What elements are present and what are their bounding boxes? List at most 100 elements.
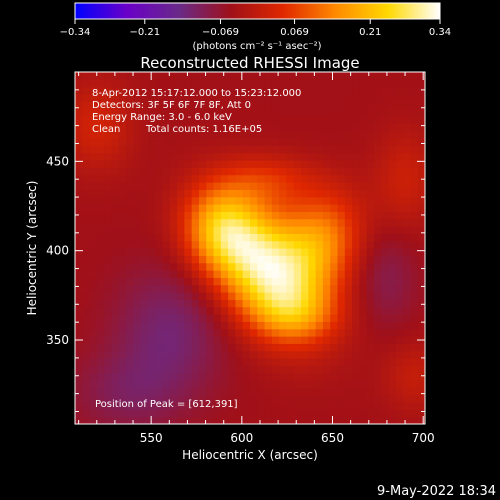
heatmap-cell: [206, 306, 215, 315]
heatmap-cell: [140, 416, 149, 424]
heatmap-cell: [308, 116, 317, 124]
heatmap-cell: [257, 145, 266, 154]
heatmap-cell: [330, 387, 339, 396]
heatmap-cell: [155, 116, 164, 124]
heatmap-cell: [293, 380, 302, 388]
heatmap-cell: [147, 387, 156, 396]
heatmap-cell: [286, 409, 295, 418]
heatmap-cell: [410, 108, 419, 117]
heatmap-cell: [279, 270, 288, 278]
info-line-total-counts: Total counts: 1.16E+05: [145, 124, 262, 135]
heatmap-cell: [177, 174, 185, 183]
heatmap-cell: [111, 372, 120, 381]
heatmap-cell: [352, 240, 360, 249]
heatmap-cell: [293, 86, 302, 95]
heatmap-cell: [104, 270, 113, 278]
heatmap-cell: [410, 152, 419, 161]
heatmap-cell: [359, 160, 368, 168]
heatmap-cell: [388, 321, 397, 330]
heatmap-cell: [75, 387, 83, 396]
heatmap-cell: [184, 416, 193, 424]
heatmap-cell: [330, 86, 339, 95]
heatmap-cell: [417, 218, 425, 227]
heatmap-cell: [228, 116, 237, 124]
heatmap-cell: [359, 365, 368, 374]
heatmap-cell: [308, 321, 317, 330]
heatmap-cell: [147, 416, 156, 424]
heatmap-cell: [417, 130, 425, 139]
heatmap-cell: [381, 372, 390, 381]
heatmap-cell: [271, 270, 280, 278]
heatmap-cell: [315, 108, 324, 117]
heatmap-cell: [301, 108, 309, 117]
heatmap-cell: [344, 358, 353, 366]
heatmap-cell: [257, 196, 266, 205]
heatmap-cell: [126, 79, 134, 88]
heatmap-cell: [388, 233, 397, 242]
x-axis-label: Heliocentric X (arcsec): [182, 448, 318, 462]
heatmap-cell: [96, 204, 105, 212]
heatmap-cell: [308, 394, 317, 403]
heatmap-cell: [89, 86, 98, 95]
heatmap-cell: [89, 108, 98, 117]
heatmap-cell: [388, 79, 397, 88]
heatmap-cell: [301, 306, 309, 315]
heatmap-cell: [337, 343, 346, 352]
heatmap-cell: [271, 218, 280, 227]
heatmap-cell: [206, 218, 215, 227]
colorbar-tick-label: −0.069: [202, 27, 239, 38]
heatmap-cell: [198, 204, 207, 212]
heatmap-cell: [184, 79, 193, 88]
heatmap-cell: [344, 189, 353, 198]
heatmap-cell: [279, 380, 288, 388]
heatmap-cell: [177, 277, 185, 286]
heatmap-cell: [162, 123, 171, 132]
heatmap-cell: [279, 255, 288, 264]
heatmap-cell: [257, 292, 266, 300]
heatmap-cell: [162, 226, 171, 234]
heatmap-cell: [118, 79, 127, 88]
heatmap-cell: [286, 123, 295, 132]
heatmap-cell: [111, 262, 120, 271]
heatmap-cell: [344, 314, 353, 322]
heatmap-cell: [191, 416, 200, 424]
heatmap-cell: [417, 387, 425, 396]
heatmap-cell: [410, 79, 419, 88]
heatmap-cell: [147, 372, 156, 381]
heatmap-cell: [198, 79, 207, 88]
heatmap-cell: [264, 94, 273, 102]
heatmap-cell: [257, 226, 266, 234]
heatmap-cell: [96, 328, 105, 337]
heatmap-cell: [410, 86, 419, 95]
heatmap-cell: [279, 262, 288, 271]
heatmap-cell: [257, 394, 266, 403]
heatmap-cell: [75, 182, 83, 190]
heatmap-cell: [126, 196, 134, 205]
heatmap-cell: [220, 94, 229, 102]
heatmap-cell: [169, 358, 178, 366]
heatmap-cell: [242, 402, 251, 410]
heatmap-cell: [366, 123, 375, 132]
heatmap-cell: [308, 372, 317, 381]
heatmap-cell: [177, 292, 185, 300]
heatmap-cell: [315, 182, 324, 190]
heatmap-cell: [366, 94, 375, 102]
heatmap-cell: [147, 394, 156, 403]
heatmap-cell: [330, 292, 339, 300]
heatmap-cell: [410, 248, 419, 256]
heatmap-cell: [271, 196, 280, 205]
heatmap-cell: [352, 284, 360, 293]
heatmap-cell: [337, 240, 346, 249]
heatmap-cell: [388, 138, 397, 146]
heatmap-cell: [359, 248, 368, 256]
heatmap-cell: [410, 270, 419, 278]
heatmap-cell: [228, 94, 237, 102]
heatmap-cell: [220, 343, 229, 352]
heatmap-cell: [322, 79, 331, 88]
heatmap-cell: [315, 402, 324, 410]
heatmap-cell: [330, 314, 339, 322]
heatmap-cell: [82, 86, 91, 95]
heatmap-cell: [403, 211, 412, 220]
heatmap-cell: [301, 152, 309, 161]
heatmap-cell: [118, 402, 127, 410]
